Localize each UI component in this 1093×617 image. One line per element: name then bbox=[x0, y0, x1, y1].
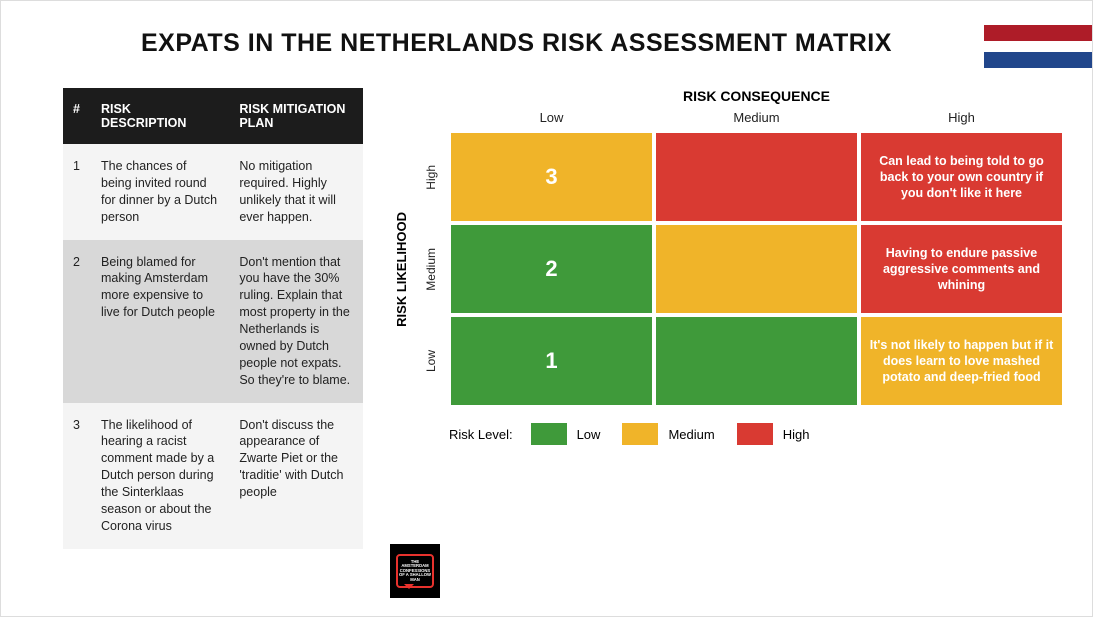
table-cell-num: 1 bbox=[63, 144, 91, 240]
col-header-num: # bbox=[63, 88, 91, 144]
matrix-cell: 2 bbox=[449, 223, 654, 315]
table-cell-plan: Don't mention that you have the 30% ruli… bbox=[229, 240, 363, 403]
shallow-man-badge-icon: THE AMSTERDAM CONFESSIONS OF A SHALLOW M… bbox=[390, 544, 440, 598]
col-label-high: High bbox=[859, 110, 1064, 125]
row-label-low: Low bbox=[424, 350, 438, 372]
legend-item-low: Low bbox=[531, 423, 601, 445]
col-label-low: Low bbox=[449, 110, 654, 125]
legend-swatch-low bbox=[531, 423, 567, 445]
legend-item-medium: Medium bbox=[622, 423, 714, 445]
table-row: 1The chances of being invited round for … bbox=[63, 144, 363, 240]
legend-title: Risk Level: bbox=[449, 427, 513, 442]
legend-swatch-medium bbox=[622, 423, 658, 445]
matrix-cell: 3 bbox=[449, 131, 654, 223]
matrix-cell bbox=[654, 315, 859, 407]
matrix-cell bbox=[654, 131, 859, 223]
table-cell-desc: Being blamed for making Amsterdam more e… bbox=[91, 240, 229, 403]
likelihood-axis-title: RISK LIKELIHOOD bbox=[394, 212, 409, 327]
table-cell-num: 3 bbox=[63, 403, 91, 549]
matrix-cell: Having to endure passive aggressive comm… bbox=[859, 223, 1064, 315]
matrix-cell: It's not likely to happen but if it does… bbox=[859, 315, 1064, 407]
page-title: EXPATS IN THE NETHERLANDS RISK ASSESSMEN… bbox=[141, 29, 1072, 58]
col-header-plan: RISK MITIGATION PLAN bbox=[229, 88, 363, 144]
row-label-medium: Medium bbox=[424, 248, 438, 291]
dutch-flag-icon bbox=[984, 25, 1092, 79]
table-cell-plan: No mitigation required. Highly unlikely … bbox=[229, 144, 363, 240]
legend-item-high: High bbox=[737, 423, 810, 445]
table-cell-desc: The chances of being invited round for d… bbox=[91, 144, 229, 240]
matrix-cell: Can lead to being told to go back to you… bbox=[859, 131, 1064, 223]
legend-label-medium: Medium bbox=[668, 427, 714, 442]
col-label-medium: Medium bbox=[654, 110, 859, 125]
risk-matrix: RISK CONSEQUENCE Low Medium High RISK LI… bbox=[389, 88, 1064, 549]
legend-label-high: High bbox=[783, 427, 810, 442]
matrix-cell: 1 bbox=[449, 315, 654, 407]
legend-swatch-high bbox=[737, 423, 773, 445]
legend-label-low: Low bbox=[577, 427, 601, 442]
col-header-desc: RISK DESCRIPTION bbox=[91, 88, 229, 144]
consequence-axis-title: RISK CONSEQUENCE bbox=[449, 88, 1064, 104]
risk-table: # RISK DESCRIPTION RISK MITIGATION PLAN … bbox=[63, 88, 363, 549]
matrix-cell bbox=[654, 223, 859, 315]
flag-red-stripe bbox=[984, 25, 1092, 41]
table-cell-plan: Don't discuss the appearance of Zwarte P… bbox=[229, 403, 363, 549]
table-row: 2Being blamed for making Amsterdam more … bbox=[63, 240, 363, 403]
row-label-high: High bbox=[424, 165, 438, 190]
risk-legend: Risk Level: Low Medium High bbox=[449, 423, 1064, 445]
table-cell-num: 2 bbox=[63, 240, 91, 403]
table-cell-desc: The likelihood of hearing a racist comme… bbox=[91, 403, 229, 549]
flag-blue-stripe bbox=[984, 52, 1092, 68]
table-row: 3The likelihood of hearing a racist comm… bbox=[63, 403, 363, 549]
